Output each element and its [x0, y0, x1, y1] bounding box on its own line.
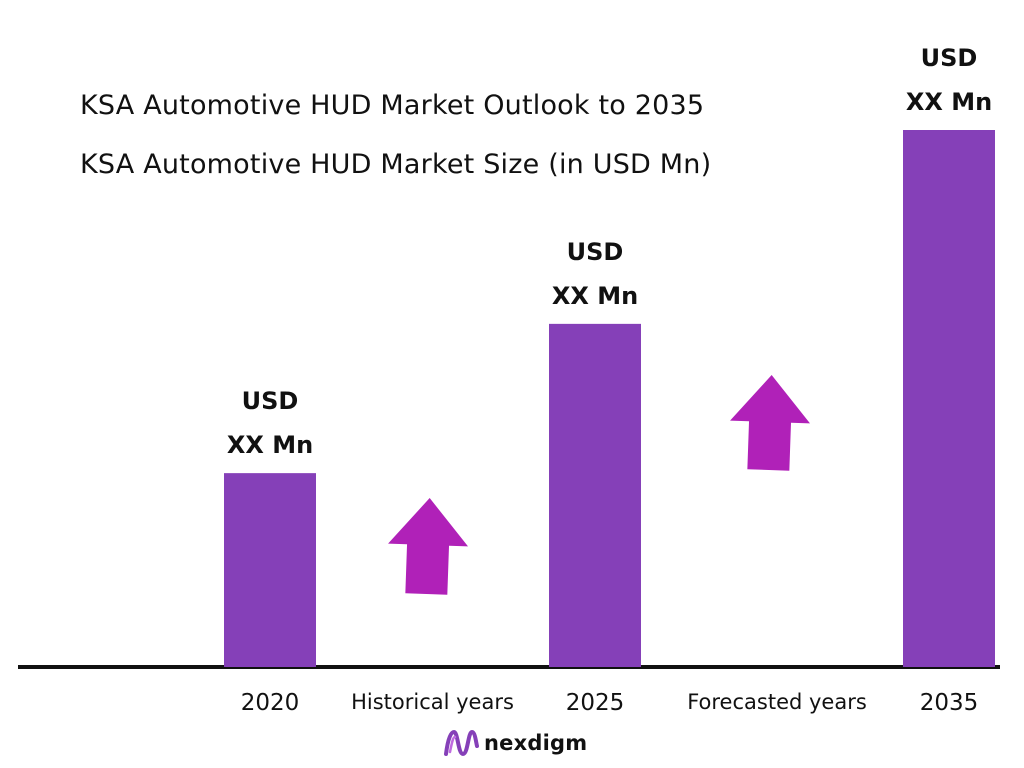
bar-2035 [903, 130, 995, 667]
bar-2020 [224, 473, 316, 667]
data-label-2020-amount: XX Mn [227, 431, 313, 459]
nexdigm-logo-icon [444, 729, 479, 757]
chart-subtitle: KSA Automotive HUD Market Size (in USD M… [80, 149, 712, 180]
chart-title: KSA Automotive HUD Market Outlook to 203… [80, 90, 705, 121]
chart-title-block: KSA Automotive HUD Market Outlook to 203… [80, 92, 711, 178]
bar-2025 [549, 323, 641, 667]
data-label-2020-currency: USD [242, 387, 299, 415]
x-tick-label-2025: 2025 [566, 690, 625, 716]
data-label-2035-currency: USD [921, 44, 978, 72]
data-label-2035-amount: XX Mn [906, 88, 992, 116]
period-label-forecasted: Forecasted years [687, 690, 867, 714]
period-label-historical: Historical years [351, 690, 514, 714]
growth-arrow-forecasted-icon [730, 375, 810, 471]
growth-arrow-historical-icon [388, 498, 469, 595]
x-tick-label-2035: 2035 [920, 690, 979, 716]
data-label-2025-currency: USD [567, 238, 624, 266]
brand-name: nexdigm [484, 731, 588, 755]
nexdigm-brand: nexdigm [442, 726, 587, 760]
data-label-2025-amount: XX Mn [552, 282, 638, 310]
x-tick-label-2020: 2020 [241, 690, 300, 716]
